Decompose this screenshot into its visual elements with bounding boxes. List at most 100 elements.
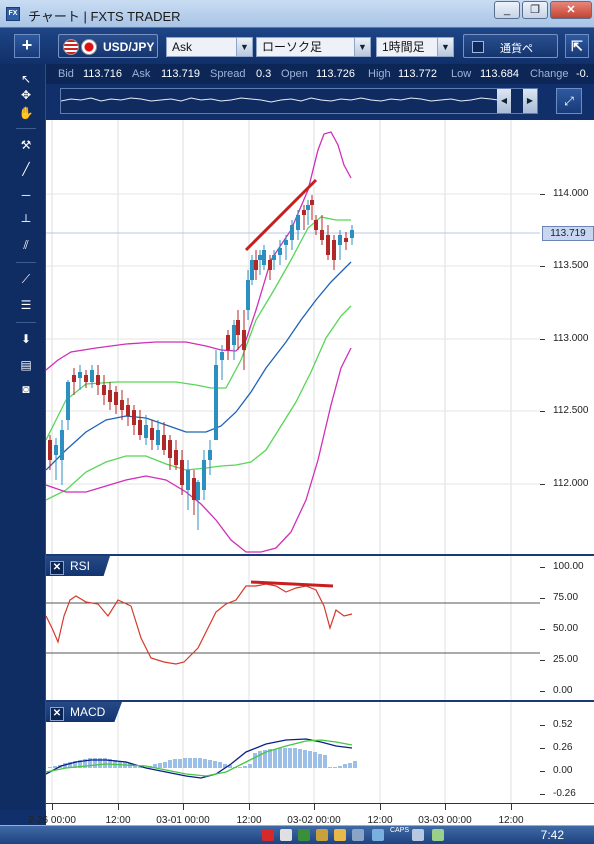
close-button[interactable]: ✕ <box>550 1 592 19</box>
candle-body <box>108 390 112 402</box>
close-icon[interactable]: ✕ <box>50 561 64 575</box>
timeframe-select[interactable]: 1時間足 ▼ <box>376 37 454 57</box>
navigator-left-arrow-icon[interactable]: ◀ <box>497 89 511 113</box>
macd-histogram-bar <box>218 762 222 768</box>
candle-body <box>254 260 258 270</box>
candle-body <box>84 375 88 382</box>
candle-body <box>214 365 218 440</box>
currency-checkbox[interactable] <box>472 41 484 53</box>
drawing-tools-palette: ↖ ✥ ✋ ⚒ ╱ ─ ┴ ⫽ ⟋ ☰ ⬇ ▤ ◙ <box>0 64 46 810</box>
minimize-button[interactable]: _ <box>494 1 520 19</box>
candle-body <box>126 405 130 416</box>
chart-type-select[interactable]: ローソク足 ▼ <box>256 37 371 57</box>
rsi-axis-tick <box>540 691 545 692</box>
macd-histogram-bar <box>228 765 232 768</box>
rsi-panel[interactable]: ✕ RSI <box>46 556 540 700</box>
add-chart-button[interactable]: + <box>14 34 40 58</box>
currency-pair-panel-toggle[interactable]: 通貨ペ <box>463 34 558 58</box>
download-arrow-icon[interactable]: ⬇ <box>20 332 32 346</box>
macd-histogram-bar <box>293 748 297 768</box>
price-type-select[interactable]: Ask ▼ <box>166 37 253 57</box>
candle-body <box>202 460 206 490</box>
crosshair-pointer-icon[interactable]: ✥ <box>20 88 32 102</box>
fibonacci-icon[interactable]: ☰ <box>20 298 32 312</box>
tray-device-icon[interactable] <box>352 829 364 841</box>
macd-histogram-bar <box>248 764 252 768</box>
bollinger-middle-line <box>46 261 352 471</box>
time-axis-tick <box>183 804 184 810</box>
navigator-overview-line <box>61 89 537 113</box>
tray-network-icon[interactable] <box>298 829 310 841</box>
macd-panel[interactable]: ✕ MACD <box>46 702 540 803</box>
tray-folder-icon[interactable] <box>334 829 346 841</box>
chevron-down-icon[interactable]: ▼ <box>437 38 453 56</box>
time-axis-label: 2-26 00:00 <box>28 815 76 826</box>
list-icon[interactable]: ▤ <box>20 358 32 372</box>
tray-help-icon[interactable] <box>372 829 384 841</box>
macd-histogram-bar <box>323 755 327 768</box>
windows-taskbar: CAPS 7:42 <box>0 825 594 844</box>
zoom-fit-icon[interactable]: ⤢ <box>556 88 582 114</box>
horizontal-line-icon[interactable]: ─ <box>21 188 31 202</box>
open-value: 113.726 <box>316 68 355 80</box>
panel-divider[interactable] <box>46 700 594 702</box>
macd-axis-tick <box>540 725 545 726</box>
tray-folder-icon[interactable] <box>316 829 328 841</box>
camera-icon[interactable]: ◙ <box>22 382 30 396</box>
tray-alert-icon[interactable] <box>262 829 274 841</box>
candle-body <box>162 435 166 450</box>
chart-navigator[interactable]: ◀ ▶ <box>60 88 538 114</box>
macd-axis-label: 0.52 <box>553 719 573 730</box>
macd-histogram-bar <box>298 749 302 768</box>
price-axis-tick <box>540 411 545 412</box>
macd-histogram-bar <box>83 759 87 768</box>
pointer-icon[interactable]: ↖ <box>20 72 32 86</box>
macd-histogram-bar <box>308 751 312 768</box>
undock-arrow-icon[interactable]: ⇱ <box>565 34 589 58</box>
macd-histogram-bar <box>53 766 57 768</box>
tray-ime-icon[interactable] <box>412 829 424 841</box>
candle-body <box>236 320 240 335</box>
macd-histogram-bar <box>138 767 142 768</box>
restore-button[interactable]: ❐ <box>522 1 548 19</box>
time-axis-label: 03-02 00:00 <box>287 815 341 826</box>
high-value: 113.772 <box>398 68 437 80</box>
macd-histogram-bar <box>343 764 347 768</box>
currency-pair-selector[interactable]: USD/JPY <box>58 34 158 58</box>
close-icon[interactable]: ✕ <box>50 707 64 721</box>
channel-icon[interactable]: ⫽ <box>23 238 29 252</box>
macd-histogram-bar <box>98 758 102 768</box>
panel-divider[interactable] <box>46 554 594 556</box>
hand-icon[interactable]: ✋ <box>18 106 34 120</box>
price-chart-panel[interactable] <box>46 120 540 554</box>
navigator-right-arrow-icon[interactable]: ▶ <box>523 89 537 113</box>
candle-body <box>78 372 82 378</box>
tray-app-icon[interactable] <box>280 829 292 841</box>
change-value: -0. <box>576 68 589 80</box>
price-axis: 114.000 113.500 113.000 112.500 112.000 <box>540 120 594 554</box>
rsi-axis-label: 75.00 <box>553 592 579 603</box>
chevron-down-icon[interactable]: ▼ <box>354 38 370 56</box>
candle-body <box>168 440 172 458</box>
hammer-icon[interactable]: ⚒ <box>20 138 32 152</box>
candle-body <box>350 230 354 238</box>
change-label: Change <box>530 68 569 80</box>
rsi-title: RSI <box>70 559 91 573</box>
candle-body <box>138 420 142 435</box>
rsi-axis-label: 0.00 <box>553 685 573 696</box>
macd-histogram-bar <box>73 761 77 768</box>
macd-histogram-bar <box>338 766 342 768</box>
trend-line-icon[interactable]: ╱ <box>22 162 30 176</box>
vertical-line-icon[interactable]: ┴ <box>21 214 31 228</box>
candle-body <box>114 392 118 405</box>
macd-histogram-bar <box>353 761 357 768</box>
tray-volume-icon[interactable] <box>432 829 444 841</box>
rsi-axis-label: 25.00 <box>553 654 579 665</box>
macd-histogram-bar <box>48 767 52 768</box>
candle-body <box>60 430 64 460</box>
chevron-down-icon[interactable]: ▼ <box>236 38 252 56</box>
macd-histogram-bar <box>268 749 272 768</box>
fan-icon[interactable]: ⟋ <box>21 272 31 286</box>
price-axis-label: 112.500 <box>553 405 589 416</box>
